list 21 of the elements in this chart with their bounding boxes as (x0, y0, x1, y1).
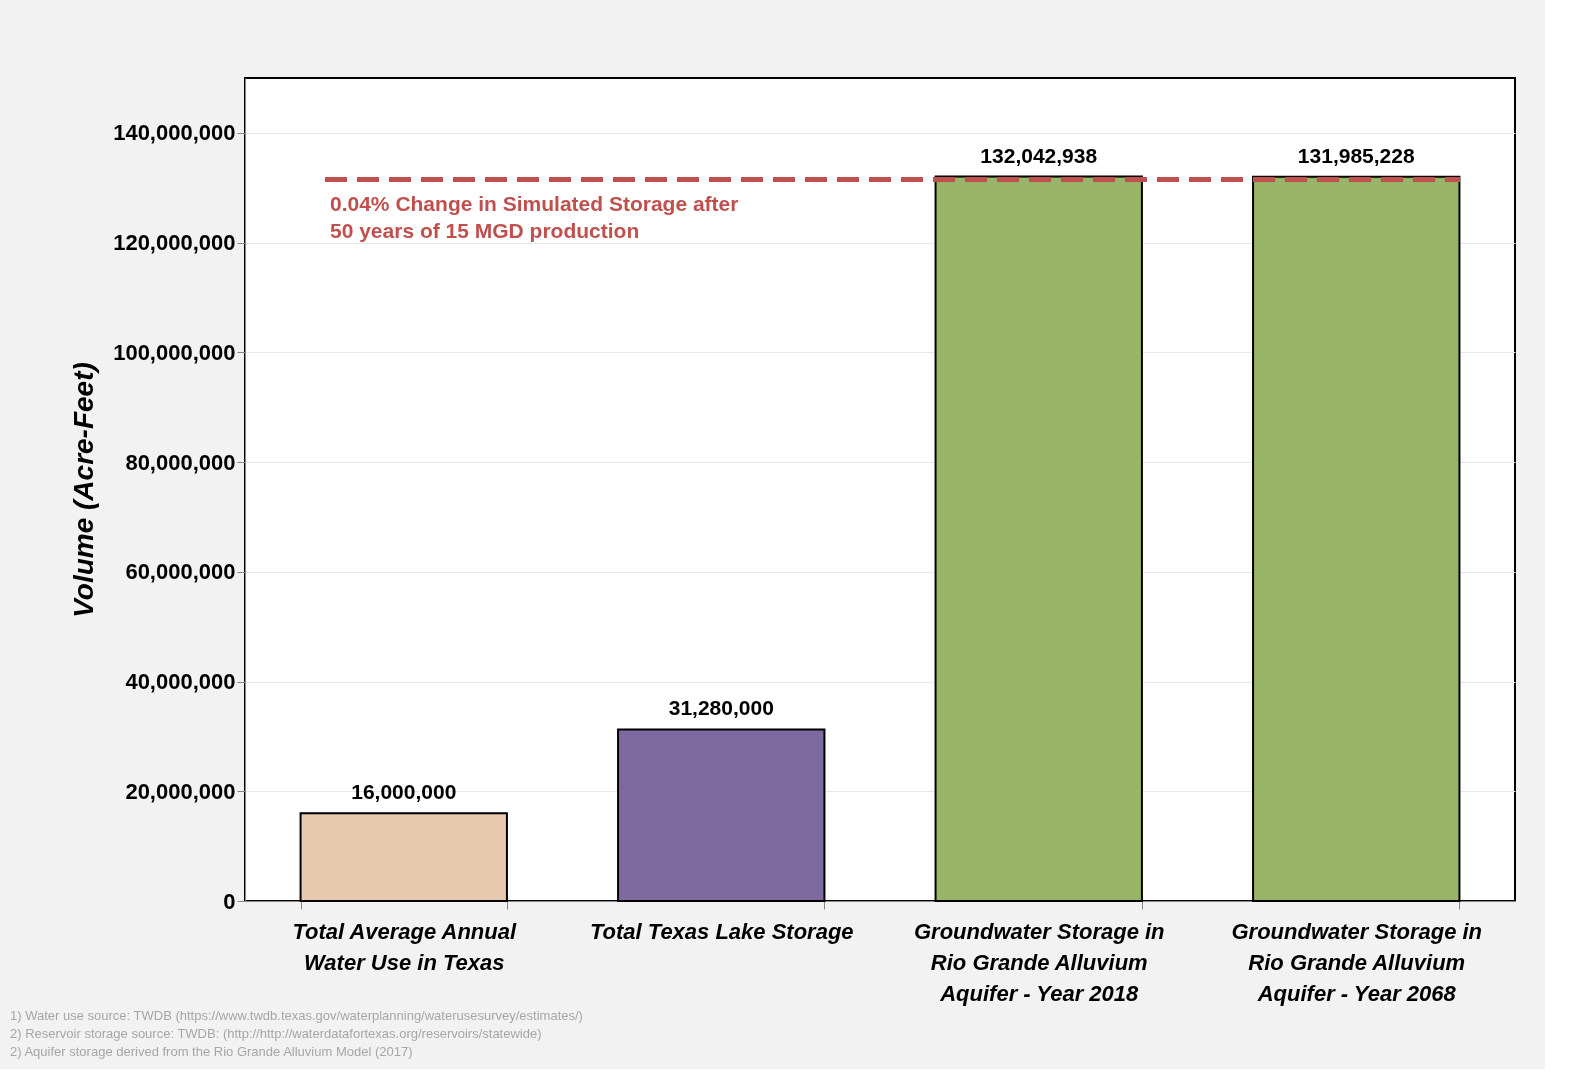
data-label: 16,000,000 (351, 780, 457, 804)
x-tick-label: Total Texas Lake Storage (589, 918, 854, 944)
data-label: 31,280,000 (668, 696, 774, 720)
x-tick-label: Total Average Annual Water Use in Texas (292, 918, 517, 975)
data-label: 132,042,938 (980, 143, 1098, 167)
x-tick-label: Groundwater Storage in Rio Grande Alluvium Aquifer - Year 2018 (913, 918, 1165, 1006)
y-tick-label: 0 (223, 888, 236, 914)
y-tick-label: 40,000,000 (125, 669, 236, 695)
text: 2) Reservoir storage source: TWDB: (http://http://waterdatafortexas.org/reservoirs/statewide) (10, 1026, 542, 1041)
y-tick-label: 80,000,000 (125, 449, 236, 475)
y-tick-label: 60,000,000 (125, 559, 236, 585)
text: 2) Aquifer storage derived from the Rio Grande Alluvium Model (2017) (10, 1044, 413, 1059)
y-tick-label: 140,000,000 (113, 120, 236, 146)
x-tick-label: Groundwater Storage in Rio Grande Alluvium Aquifer - Year 2068 (1231, 918, 1483, 1006)
y-axis-title: Volume (Acre-Feet) (68, 362, 100, 618)
text: 1) Water use source: TWDB (https://www.twdb.texas.gov/waterplanning/waterusesurvey/estimates/) (10, 1008, 583, 1023)
data-label: 131,985,228 (1297, 143, 1415, 167)
y-tick-label: 20,000,000 (125, 778, 236, 804)
y-tick-label: 100,000,000 (113, 339, 236, 365)
y-tick-label: 120,000,000 (113, 230, 236, 256)
ref-line-label: 0.04% Change in Simulated Storage after 50 years of 15 MGD production (330, 191, 739, 242)
